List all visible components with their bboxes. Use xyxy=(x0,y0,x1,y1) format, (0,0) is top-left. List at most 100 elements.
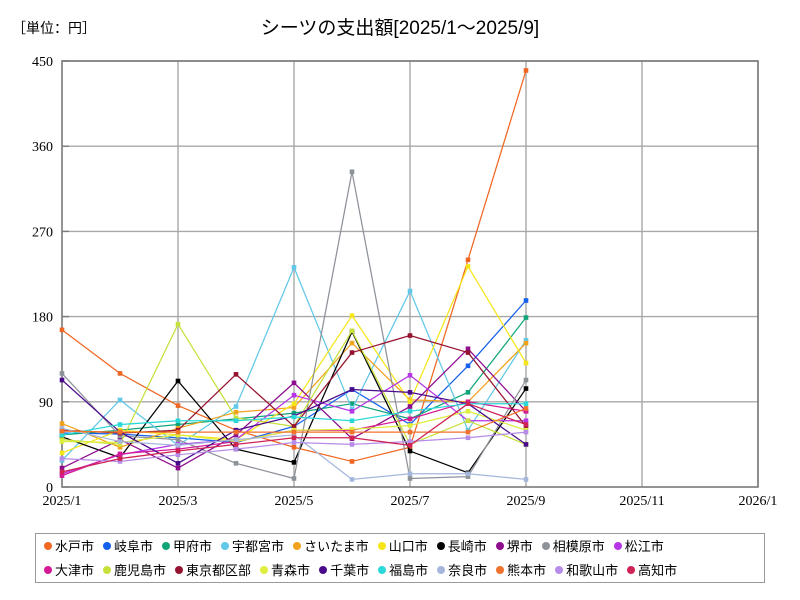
legend-color-dot-icon xyxy=(319,566,328,574)
legend-label: 高知市 xyxy=(638,562,678,578)
series-marker xyxy=(175,461,181,466)
legend-item[interactable]: 和歌山市 xyxy=(555,564,618,577)
legend-item[interactable]: 山口市 xyxy=(377,540,428,553)
legend-item[interactable]: 東京都区部 xyxy=(175,564,251,577)
legend-item[interactable]: 奈良市 xyxy=(437,564,487,577)
legend-color-dot-icon xyxy=(495,542,504,550)
legend-label: 熊本市 xyxy=(507,562,547,578)
series-marker xyxy=(407,439,413,444)
series-marker xyxy=(349,340,355,346)
series-marker xyxy=(523,418,529,424)
x-axis-tick-label: 2025/1 xyxy=(43,494,82,509)
x-axis-tick-label: 2025/9 xyxy=(507,494,546,509)
legend-item[interactable]: さいたま市 xyxy=(293,540,369,553)
legend-color-dot-icon xyxy=(377,542,386,550)
series-marker xyxy=(175,403,181,408)
legend-row: 大津市 鹿児島市 東京都区部 青森市 千葉市 福島市 奈良市 熊本市 和歌山市 高知市 xyxy=(36,558,764,582)
legend-item[interactable]: 大津市 xyxy=(44,564,94,577)
legend-color-dot-icon xyxy=(175,566,184,574)
series-marker xyxy=(407,288,413,294)
legend-label: 長崎市 xyxy=(447,538,487,554)
legend-item[interactable]: 水戸市 xyxy=(44,540,94,553)
series-marker xyxy=(407,476,413,481)
series-marker xyxy=(59,465,65,471)
series-marker xyxy=(523,377,529,383)
x-axis-tick-label: 2025/3 xyxy=(159,494,198,509)
series-marker xyxy=(465,257,471,263)
legend-item[interactable]: 青森市 xyxy=(260,564,310,577)
series-marker xyxy=(349,426,355,432)
series-marker xyxy=(465,435,471,441)
series-marker xyxy=(349,401,355,406)
legend-item[interactable]: 岐阜市 xyxy=(103,540,153,553)
series-marker xyxy=(175,437,181,442)
series-marker xyxy=(465,390,471,395)
series-marker xyxy=(291,392,297,398)
series-marker xyxy=(465,401,471,406)
series-marker xyxy=(291,429,297,435)
x-axis-tick-label: 2025/11 xyxy=(619,494,664,509)
series-marker xyxy=(407,372,413,378)
series-marker xyxy=(523,422,529,427)
legend-item[interactable]: 長崎市 xyxy=(436,538,487,554)
legend-color-dot-icon xyxy=(613,542,622,550)
series-marker xyxy=(59,456,65,461)
series-marker xyxy=(291,265,297,270)
series-marker xyxy=(117,397,123,403)
series-marker xyxy=(465,350,471,355)
series-marker xyxy=(175,432,181,438)
series-marker xyxy=(233,432,239,438)
legend-item[interactable]: 高知市 xyxy=(627,564,677,577)
series-marker xyxy=(291,460,297,465)
legend-item[interactable]: 相模原市 xyxy=(541,540,605,553)
legend-color-dot-icon xyxy=(162,542,171,550)
series-marker xyxy=(349,429,355,435)
series-marker xyxy=(233,404,239,409)
series-marker xyxy=(175,422,181,427)
series-marker xyxy=(175,429,181,435)
series-marker xyxy=(117,459,123,464)
series-marker xyxy=(175,418,181,424)
legend-item[interactable]: 千葉市 xyxy=(319,564,369,577)
series-marker xyxy=(117,422,123,427)
chart-legend: 水戸市 岐阜市 甲府市 宇都宮市 さいたま市 山口市 長崎市 堺市 相模原市 松江市大津市 鹿児島市… xyxy=(35,533,765,583)
series-marker xyxy=(465,418,471,424)
series-marker xyxy=(233,437,239,442)
series-marker xyxy=(523,406,529,411)
legend-color-dot-icon xyxy=(221,542,230,550)
series-marker xyxy=(291,414,297,420)
series-marker xyxy=(523,68,529,73)
series-marker xyxy=(407,404,413,409)
series-marker xyxy=(117,429,123,435)
series-marker xyxy=(407,333,413,338)
series-marker xyxy=(233,409,239,415)
series-marker xyxy=(349,408,355,414)
legend-label: 甲府市 xyxy=(173,538,213,554)
legend-item[interactable]: 鹿児島市 xyxy=(103,564,166,577)
legend-color-dot-icon xyxy=(293,542,302,550)
series-marker xyxy=(349,169,355,175)
series-marker xyxy=(117,451,123,457)
series-marker xyxy=(175,452,181,458)
series-marker xyxy=(407,399,413,405)
series-marker xyxy=(59,428,65,434)
series-marker xyxy=(465,346,471,352)
series-marker xyxy=(233,442,239,447)
series-marker xyxy=(523,340,529,346)
series-marker xyxy=(291,405,297,410)
legend-item[interactable]: 宇都宮市 xyxy=(221,540,284,553)
series-marker xyxy=(523,315,529,320)
legend-item[interactable]: 堺市 xyxy=(495,540,533,553)
series-marker xyxy=(59,439,65,444)
series-marker xyxy=(523,298,529,303)
series-marker xyxy=(407,471,413,477)
legend-item[interactable]: 熊本市 xyxy=(496,564,546,577)
series-marker xyxy=(291,401,297,406)
legend-item[interactable]: 松江市 xyxy=(613,540,664,553)
series-marker xyxy=(59,426,65,431)
series-marker xyxy=(59,450,65,456)
legend-item[interactable]: 甲府市 xyxy=(162,540,212,553)
series-marker xyxy=(59,469,65,475)
legend-item[interactable]: 福島市 xyxy=(378,564,428,577)
series-marker xyxy=(465,408,471,414)
